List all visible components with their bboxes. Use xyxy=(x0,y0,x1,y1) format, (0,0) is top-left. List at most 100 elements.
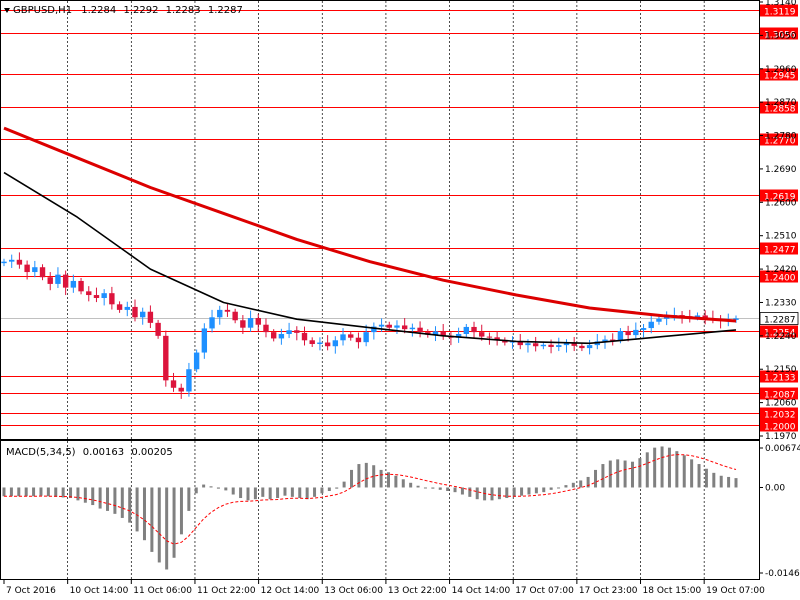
ma-fast-line xyxy=(3,171,737,345)
time-axis: 7 Oct 2016 10 Oct 14:00 11 Oct 06:00 11 Oct… xyxy=(3,580,765,596)
macd-histogram-bar xyxy=(298,487,302,499)
macd-histogram-bar xyxy=(357,464,361,488)
macd-histogram-bar xyxy=(594,469,598,488)
candle-bear xyxy=(62,274,69,288)
candle-bull xyxy=(278,333,285,339)
candle-bull xyxy=(563,343,570,346)
macd-axis-label: 0.00 xyxy=(765,483,785,493)
candle-bull xyxy=(317,342,323,345)
candle-bull xyxy=(201,328,208,353)
macd-histogram-bar xyxy=(202,484,206,488)
level-tag-label: 1.2133 xyxy=(764,374,796,384)
macd-histogram-bar xyxy=(616,459,620,488)
macd-histogram-bar xyxy=(327,487,331,491)
time-separators xyxy=(67,1,705,579)
candle-bull xyxy=(586,345,593,349)
level-tag xyxy=(760,419,798,432)
macd-histogram-bar xyxy=(216,487,220,489)
time-label: 17 Oct 23:00 xyxy=(579,586,638,596)
current-price-tag xyxy=(759,312,799,325)
candle-bear xyxy=(355,337,362,343)
candle-bear xyxy=(24,264,30,273)
time-label: 14 Oct 14:00 xyxy=(452,586,511,596)
candle-bull xyxy=(101,293,107,299)
macd-histogram-bar xyxy=(505,487,509,499)
level-tag xyxy=(760,270,798,283)
macd-axis-label: -0.0146 xyxy=(765,569,800,579)
macd-histogram-bar xyxy=(69,487,73,499)
macd-histogram-bar xyxy=(364,462,368,488)
macd-histogram-bar xyxy=(313,487,317,497)
macd-histogram-bar xyxy=(135,487,139,532)
macd-histogram-bar xyxy=(579,480,583,488)
candle-bull xyxy=(409,327,416,330)
macd-histogram-bar xyxy=(645,452,649,488)
candle-bear xyxy=(294,330,300,333)
level-tag-label: 1.2254 xyxy=(764,329,796,339)
candle-bull xyxy=(733,318,739,320)
level-tag xyxy=(760,68,798,81)
candle-bull xyxy=(340,334,346,341)
candle-bear xyxy=(324,342,331,347)
candle-bear xyxy=(147,311,154,323)
high-value: 1.2292 xyxy=(123,5,158,16)
price-axis: 1.3140 1.3050 1.2960 1.2870 1.2780 1.2690 1.26… xyxy=(759,0,797,442)
macd-histogram-bar xyxy=(453,487,457,493)
macd-histogram-bar xyxy=(704,468,708,488)
candle-bear xyxy=(502,340,508,343)
macd-histogram-bar xyxy=(290,487,294,497)
candle-bear xyxy=(93,295,100,299)
macd-histogram-bar xyxy=(690,459,694,488)
macd-histogram-bar xyxy=(165,487,169,570)
macd-pane-frame xyxy=(0,440,760,580)
price-tick-label: 1.2870 xyxy=(765,98,797,108)
macd-histogram-bar xyxy=(734,478,738,488)
macd-histogram-bar xyxy=(557,487,561,489)
macd-histogram-bar xyxy=(106,487,110,511)
price-tick-label: 1.2780 xyxy=(765,132,797,142)
macd-histogram-bar xyxy=(638,458,642,488)
candle-bull xyxy=(55,274,61,284)
level-tag xyxy=(760,242,798,255)
macd-histogram-bar xyxy=(446,487,450,491)
level-tag xyxy=(760,387,798,400)
candle-bull xyxy=(363,332,369,343)
ma-slow-line xyxy=(3,126,737,323)
macd-histogram-bar xyxy=(630,461,634,488)
macd-histogram-bar xyxy=(497,487,501,500)
candle-bull xyxy=(394,325,400,328)
candle-bull xyxy=(217,309,223,318)
candle-bull xyxy=(378,324,385,327)
macd-histogram-bar xyxy=(150,487,154,552)
macd-histogram-bar xyxy=(601,464,605,488)
macd-histogram-bar xyxy=(423,487,427,489)
price-tick-label: 1.2330 xyxy=(765,298,797,308)
macd-histogram-bar xyxy=(542,487,546,493)
level-tag-label: 1.2000 xyxy=(764,423,796,433)
macd-histogram-bar xyxy=(172,487,176,558)
candle-bear xyxy=(486,336,493,338)
macd-histogram-bar xyxy=(224,487,228,491)
candle-bear xyxy=(155,322,161,336)
time-label: 10 Oct 14:00 xyxy=(70,586,129,596)
candle-bull xyxy=(617,331,624,341)
symbol-header: GBPUSD,H1 1.2284 1.2292 1.2283 1.2287 xyxy=(4,5,243,16)
macd-histogram-bar xyxy=(61,487,65,498)
candle-bear xyxy=(16,259,23,265)
level-tag xyxy=(760,27,798,40)
macd-histogram-bar xyxy=(320,487,324,494)
time-label: 17 Oct 07:00 xyxy=(515,586,574,596)
macd-header: MACD(5,34,5) 0.00163 0.00205 xyxy=(6,447,173,458)
macd-value-1: 0.00163 xyxy=(83,447,124,458)
triangle-icon xyxy=(4,8,10,13)
candle-bear xyxy=(471,326,477,333)
macd-histogram-bar xyxy=(623,460,627,488)
level-tag-label: 1.3119 xyxy=(764,8,796,18)
candle-bear xyxy=(610,339,616,341)
macd-histogram-bar xyxy=(187,487,191,511)
level-tag-label: 1.2858 xyxy=(764,105,796,115)
candle-bull xyxy=(124,306,130,310)
time-label: 11 Oct 06:00 xyxy=(133,586,192,596)
level-tag xyxy=(760,4,798,17)
